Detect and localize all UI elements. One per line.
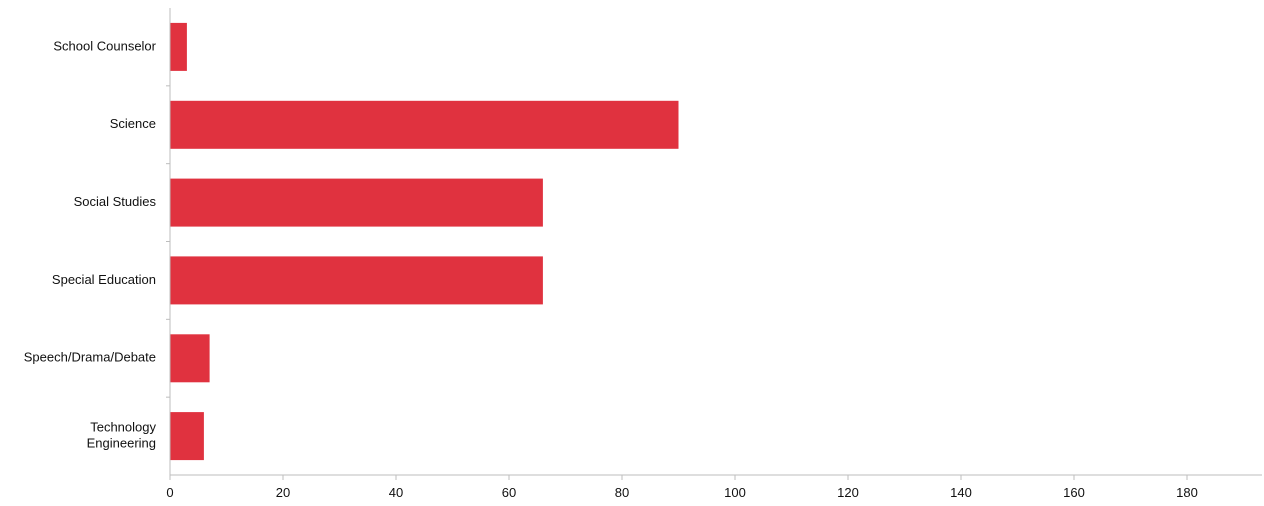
x-tick-label: 100 <box>724 485 746 500</box>
category-label: Speech/Drama/Debate <box>24 350 156 365</box>
bars-group <box>170 22 679 461</box>
category-label: Technology <box>90 420 156 435</box>
bar <box>170 412 204 461</box>
labels-group: School Counselor Science Social Studies Spe… <box>24 38 1198 500</box>
bar <box>170 334 210 383</box>
category-label: Science <box>110 116 156 131</box>
category-label: Social Studies <box>74 194 157 209</box>
bar <box>170 100 679 149</box>
x-tick-label: 120 <box>837 485 859 500</box>
axes-group <box>166 8 1262 480</box>
x-tick-label: 80 <box>615 485 629 500</box>
x-tick-label: 40 <box>389 485 403 500</box>
x-tick-label: 140 <box>950 485 972 500</box>
x-tick-label: 160 <box>1063 485 1085 500</box>
x-tick-label: 20 <box>276 485 290 500</box>
bar <box>170 22 187 71</box>
x-tick-label: 0 <box>166 485 173 500</box>
x-tick-label: 60 <box>502 485 516 500</box>
category-label: Engineering <box>87 436 156 451</box>
category-label: Special Education <box>52 272 156 287</box>
category-label: School Counselor <box>53 38 156 53</box>
x-tick-label: 180 <box>1176 485 1198 500</box>
bar <box>170 256 543 305</box>
bar <box>170 178 543 227</box>
